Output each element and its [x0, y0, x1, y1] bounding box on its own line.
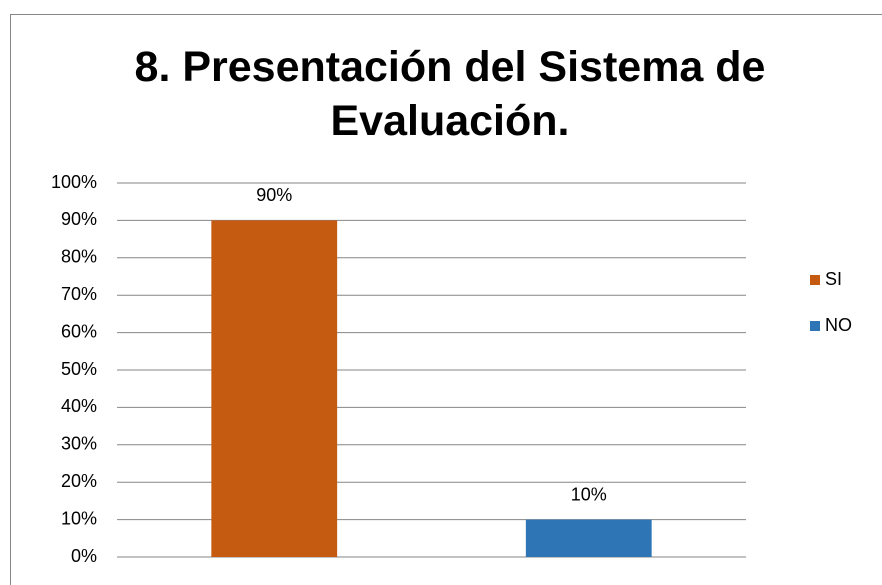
data-label: 10%: [571, 484, 607, 504]
chart-border: [10, 14, 882, 585]
chart-title: 8. Presentación del Sistema de Evaluació…: [134, 43, 766, 145]
legend-marker: [810, 321, 820, 331]
bar: [525, 519, 652, 557]
legend-label: NO: [825, 315, 852, 335]
y-tick-label: 40%: [61, 396, 97, 416]
legend-marker: [810, 275, 820, 285]
y-tick-label: 20%: [61, 471, 97, 491]
y-tick-label: 80%: [61, 247, 97, 267]
data-label: 90%: [256, 185, 292, 205]
y-tick-label: 0%: [71, 546, 97, 566]
y-tick-label: 60%: [61, 321, 97, 341]
y-tick-label: 90%: [61, 209, 97, 229]
y-tick-label: 100%: [51, 172, 97, 192]
y-tick-label: 10%: [61, 508, 97, 528]
y-tick-label: 70%: [61, 284, 97, 304]
y-tick-label: 30%: [61, 434, 97, 454]
bar: [211, 220, 338, 557]
y-tick-label: 50%: [61, 359, 97, 379]
legend-label: SI: [825, 269, 842, 289]
